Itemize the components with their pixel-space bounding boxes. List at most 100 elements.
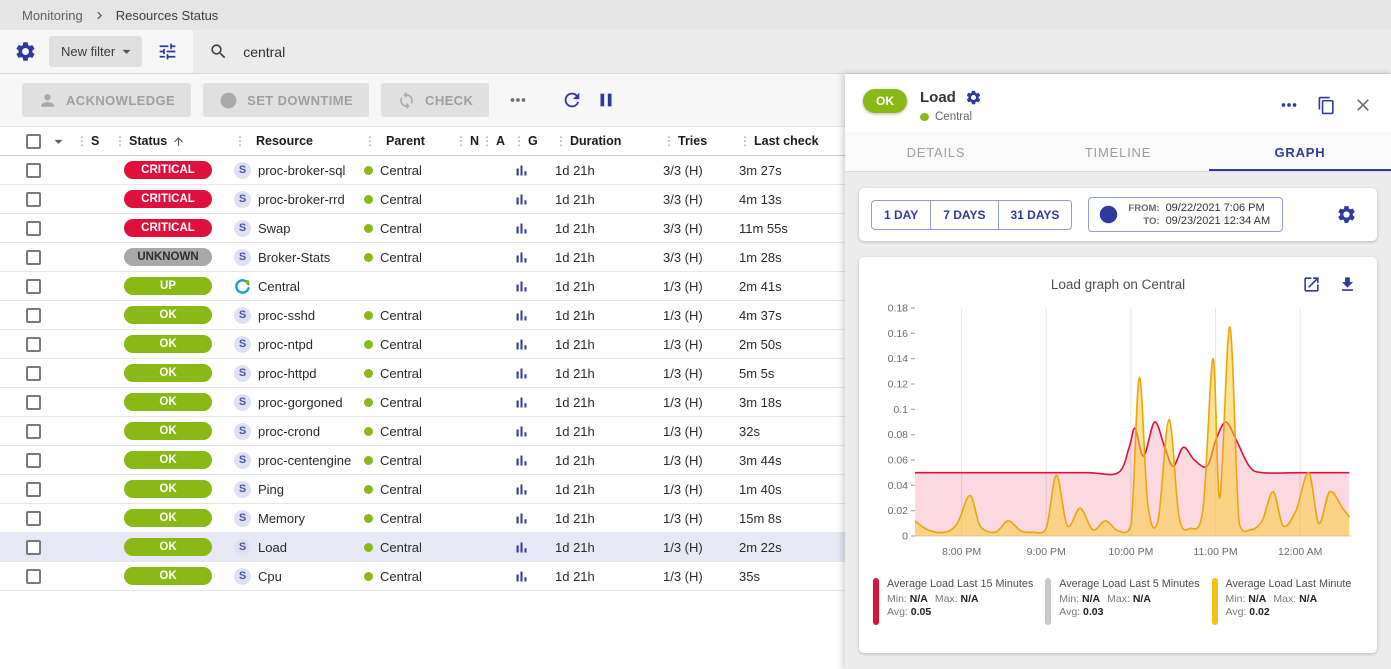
table-row[interactable]: OK S proc-sshd Central 1d 21h 1/3 (H) 4m… [0,301,845,330]
tab-timeline[interactable]: TIMELINE [1084,145,1152,160]
search-bar[interactable]: central [193,30,1391,73]
tab-details[interactable]: DETAILS [906,145,966,160]
column-drag-handle[interactable]: ⋮ [663,134,675,148]
pause-auto-refresh-icon[interactable] [595,89,617,111]
column-drag-handle[interactable]: ⋮ [513,134,525,148]
row-checkbox[interactable] [26,249,41,265]
table-row[interactable]: UNKNOWN S Broker-Stats Central 1d 21h 3/… [0,243,845,272]
row-checkbox[interactable] [26,278,41,294]
table-row[interactable]: OK S Load Central 1d 21h 1/3 (H) 2m 22s [0,533,845,562]
row-checkbox[interactable] [26,452,41,468]
graph-icon[interactable] [513,336,530,353]
panel-more-actions-icon[interactable] [1278,94,1300,116]
table-row[interactable]: CRITICAL S proc-broker-sql Central 1d 21… [0,156,845,185]
range-7-days-button[interactable]: 7 DAYS [930,199,999,230]
row-checkbox[interactable] [26,336,41,352]
column-drag-handle[interactable]: ⋮ [739,134,751,148]
graph-icon[interactable] [513,220,530,237]
search-input[interactable]: central [243,43,286,60]
row-checkbox[interactable] [26,481,41,497]
column-header-severity[interactable]: ⋮ S [76,134,100,148]
breadcrumb-monitoring[interactable]: Monitoring [22,7,83,23]
graph-icon[interactable] [513,162,530,179]
column-header-resource[interactable]: ⋮ Resource [234,134,313,148]
more-actions-icon[interactable] [507,89,529,111]
column-drag-handle[interactable]: ⋮ [114,134,126,148]
column-drag-handle[interactable]: ⋮ [455,134,467,148]
column-drag-handle[interactable]: ⋮ [76,134,88,148]
select-all-checkbox[interactable] [26,133,41,149]
column-header-tries[interactable]: ⋮ Tries [663,134,708,148]
parent-name: Central [380,394,422,410]
graph-icon[interactable] [513,423,530,440]
row-checkbox[interactable] [26,191,41,207]
graph-icon[interactable] [513,307,530,324]
column-header-status[interactable]: ⋮ Status [106,134,230,148]
row-checkbox[interactable] [26,394,41,410]
new-filter-dropdown[interactable]: New filter [49,36,143,67]
check-button[interactable]: CHECK [381,83,490,117]
graph-icon[interactable] [513,365,530,382]
range-31-days-button[interactable]: 31 DAYS [997,199,1073,230]
open-in-new-icon[interactable] [1302,275,1321,294]
column-drag-handle[interactable]: ⋮ [555,134,567,148]
column-header-duration[interactable]: ⋮ Duration [555,134,622,148]
legend-item[interactable]: Average Load Last 15 Minutes Min: N/A Max… [873,578,1033,625]
graph-icon[interactable] [513,452,530,469]
column-drag-handle[interactable]: ⋮ [481,134,493,148]
graph-icon[interactable] [513,481,530,498]
row-checkbox[interactable] [26,220,41,236]
table-row[interactable]: OK S Ping Central 1d 21h 1/3 (H) 1m 40s [0,475,845,504]
graph-icon[interactable] [513,510,530,527]
legend-item[interactable]: Average Load Last Minute Min: N/A Max: N/… [1211,578,1365,625]
table-row[interactable]: OK S Cpu Central 1d 21h 1/3 (H) 35s [0,562,845,591]
refresh-icon[interactable] [561,89,583,111]
table-row[interactable]: OK S proc-centengine Central 1d 21h 1/3 … [0,446,845,475]
table-row[interactable]: OK S proc-gorgoned Central 1d 21h 1/3 (H… [0,388,845,417]
tune-filter-icon[interactable] [157,41,178,62]
table-row[interactable]: OK S proc-ntpd Central 1d 21h 1/3 (H) 2m… [0,330,845,359]
selection-menu-chevron-icon[interactable] [49,132,68,151]
resource-settings-gear-icon[interactable] [965,89,982,106]
column-header-last-check[interactable]: ⋮ Last check [739,134,819,148]
column-header-graph[interactable]: ⋮ G [513,134,538,148]
graph-icon[interactable] [513,394,530,411]
table-row[interactable]: OK S proc-httpd Central 1d 21h 1/3 (H) 5… [0,359,845,388]
filters-gear-icon[interactable] [14,40,37,63]
column-drag-handle[interactable]: ⋮ [234,134,246,148]
row-checkbox[interactable] [26,307,41,323]
row-checkbox[interactable] [26,365,41,381]
range-1-day-button[interactable]: 1 DAY [871,199,932,230]
graph-icon[interactable] [513,278,530,295]
acknowledge-button[interactable]: ACKNOWLEDGE [22,83,192,117]
row-checkbox[interactable] [26,568,41,584]
parent-name: Central [380,220,422,236]
column-header-parent[interactable]: ⋮ Parent [364,134,425,148]
sync-icon [397,91,416,110]
column-header-acknowledged[interactable]: ⋮ A [481,134,506,148]
row-checkbox[interactable] [26,162,41,178]
graph-settings-gear-icon[interactable] [1336,204,1357,225]
graph-icon[interactable] [513,249,530,266]
graph-icon[interactable] [513,539,530,556]
breadcrumb-resources-status[interactable]: Resources Status [115,7,219,23]
graph-icon[interactable] [513,568,530,585]
tab-graph[interactable]: GRAPH [1209,132,1391,171]
table-row[interactable]: CRITICAL S Swap Central 1d 21h 3/3 (H) 1… [0,214,845,243]
copy-link-icon[interactable] [1317,96,1336,115]
column-drag-handle[interactable]: ⋮ [364,134,376,148]
close-panel-icon[interactable] [1353,95,1373,115]
custom-time-period[interactable]: FROM: 09/22/2021 7:06 PM TO: 09/23/2021 … [1088,197,1284,232]
table-row[interactable]: OK S proc-crond Central 1d 21h 1/3 (H) 3… [0,417,845,446]
column-header-notification[interactable]: ⋮ N [455,134,480,148]
table-row[interactable]: UP Central 1d 21h 1/3 (H) 2m 41s [0,272,845,301]
row-checkbox[interactable] [26,423,41,439]
download-graph-icon[interactable] [1338,275,1357,294]
row-checkbox[interactable] [26,510,41,526]
set-downtime-button[interactable]: SET DOWNTIME [203,83,370,117]
table-row[interactable]: CRITICAL S proc-broker-rrd Central 1d 21… [0,185,845,214]
row-checkbox[interactable] [26,539,41,555]
legend-item[interactable]: Average Load Last 5 Minutes Min: N/A Max:… [1045,578,1200,625]
table-row[interactable]: OK S Memory Central 1d 21h 1/3 (H) 15m 8… [0,504,845,533]
graph-icon[interactable] [513,191,530,208]
